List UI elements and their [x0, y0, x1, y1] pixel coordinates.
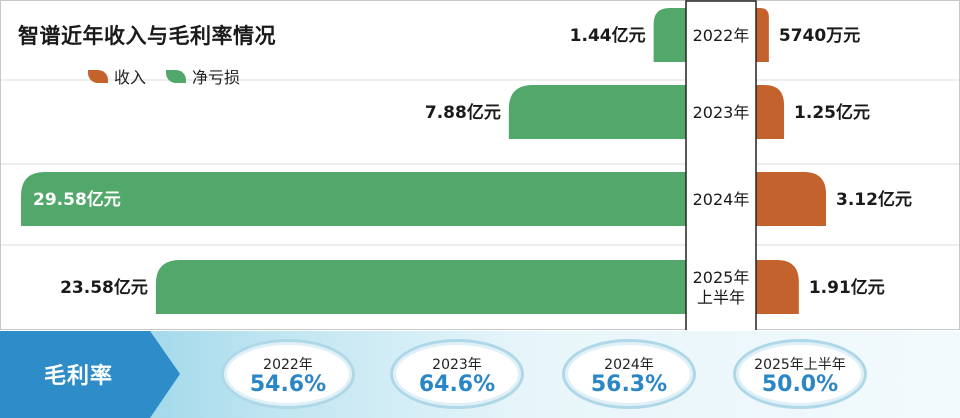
category-tick-label: 上半年 [697, 288, 745, 307]
gross-margin-item-2022: 2022年 54.6% [221, 339, 355, 409]
gross-margin-value: 54.6% [249, 372, 327, 397]
gross-margin-value: 50.0% [761, 372, 839, 397]
legend-item-revenue: 收入 [88, 64, 146, 88]
gross-margin-item-2024: 2024年 56.3% [562, 339, 696, 409]
revenue-loss-chart: 1.44亿元 5740万元 7.88亿元 1.25亿元 29.58亿元 3.12亿元 23.… [0, 0, 960, 330]
net-loss-bar [653, 8, 686, 62]
legend-label-revenue: 收入 [114, 68, 147, 87]
legend-swatch-revenue [88, 69, 108, 83]
gross-margin-value: 56.3% [590, 372, 668, 397]
category-tick-label: 2024年 [693, 190, 750, 209]
gross-margin-band: 毛利率 2022年 54.6% 2023年 64.6% 2024年 56.3% … [0, 331, 960, 418]
legend: 收入 净亏损 [88, 64, 260, 88]
legend-swatch-net-loss [166, 69, 187, 83]
net-loss-data-label: 23.58亿元 [60, 277, 148, 298]
revenue-bar [756, 85, 785, 139]
gross-margin-item-2023: 2023年 64.6% [390, 339, 524, 409]
legend-item-net-loss: 净亏损 [166, 64, 240, 88]
net-loss-data-label: 29.58亿元 [33, 189, 121, 210]
year-column [685, 0, 757, 330]
category-tick-label: 2025年 [693, 268, 750, 287]
net-loss-bar [155, 260, 687, 314]
revenue-data-label: 1.25亿元 [794, 102, 870, 123]
gross-margin-year: 2024年 [604, 357, 654, 373]
gross-margin-value: 64.6% [418, 372, 496, 397]
category-tick-label: 2022年 [693, 26, 750, 45]
revenue-data-label: 3.12亿元 [836, 189, 912, 210]
gross-margin-item-2025h1: 2025年上半年 50.0% [733, 339, 867, 409]
revenue-bar [756, 172, 826, 226]
revenue-bar [756, 260, 799, 314]
gross-margin-year: 2025年上半年 [754, 357, 846, 373]
gross-margin-year: 2023年 [432, 357, 482, 373]
category-tick-label: 2023年 [693, 103, 750, 122]
gross-margin-year: 2022年 [263, 357, 313, 373]
gross-margin-tag [0, 331, 180, 418]
net-loss-data-label: 7.88亿元 [425, 102, 501, 123]
revenue-data-label: 1.91亿元 [809, 277, 885, 298]
legend-label-net-loss: 净亏损 [192, 68, 241, 87]
gross-margin-label: 毛利率 [44, 364, 114, 389]
chart-title: 智谱近年收入与毛利率情况 [18, 24, 276, 48]
net-loss-bar [508, 85, 686, 139]
revenue-data-label: 5740万元 [779, 26, 860, 46]
net-loss-bar [21, 172, 686, 226]
net-loss-data-label: 1.44亿元 [570, 25, 646, 46]
revenue-bar [756, 8, 769, 62]
